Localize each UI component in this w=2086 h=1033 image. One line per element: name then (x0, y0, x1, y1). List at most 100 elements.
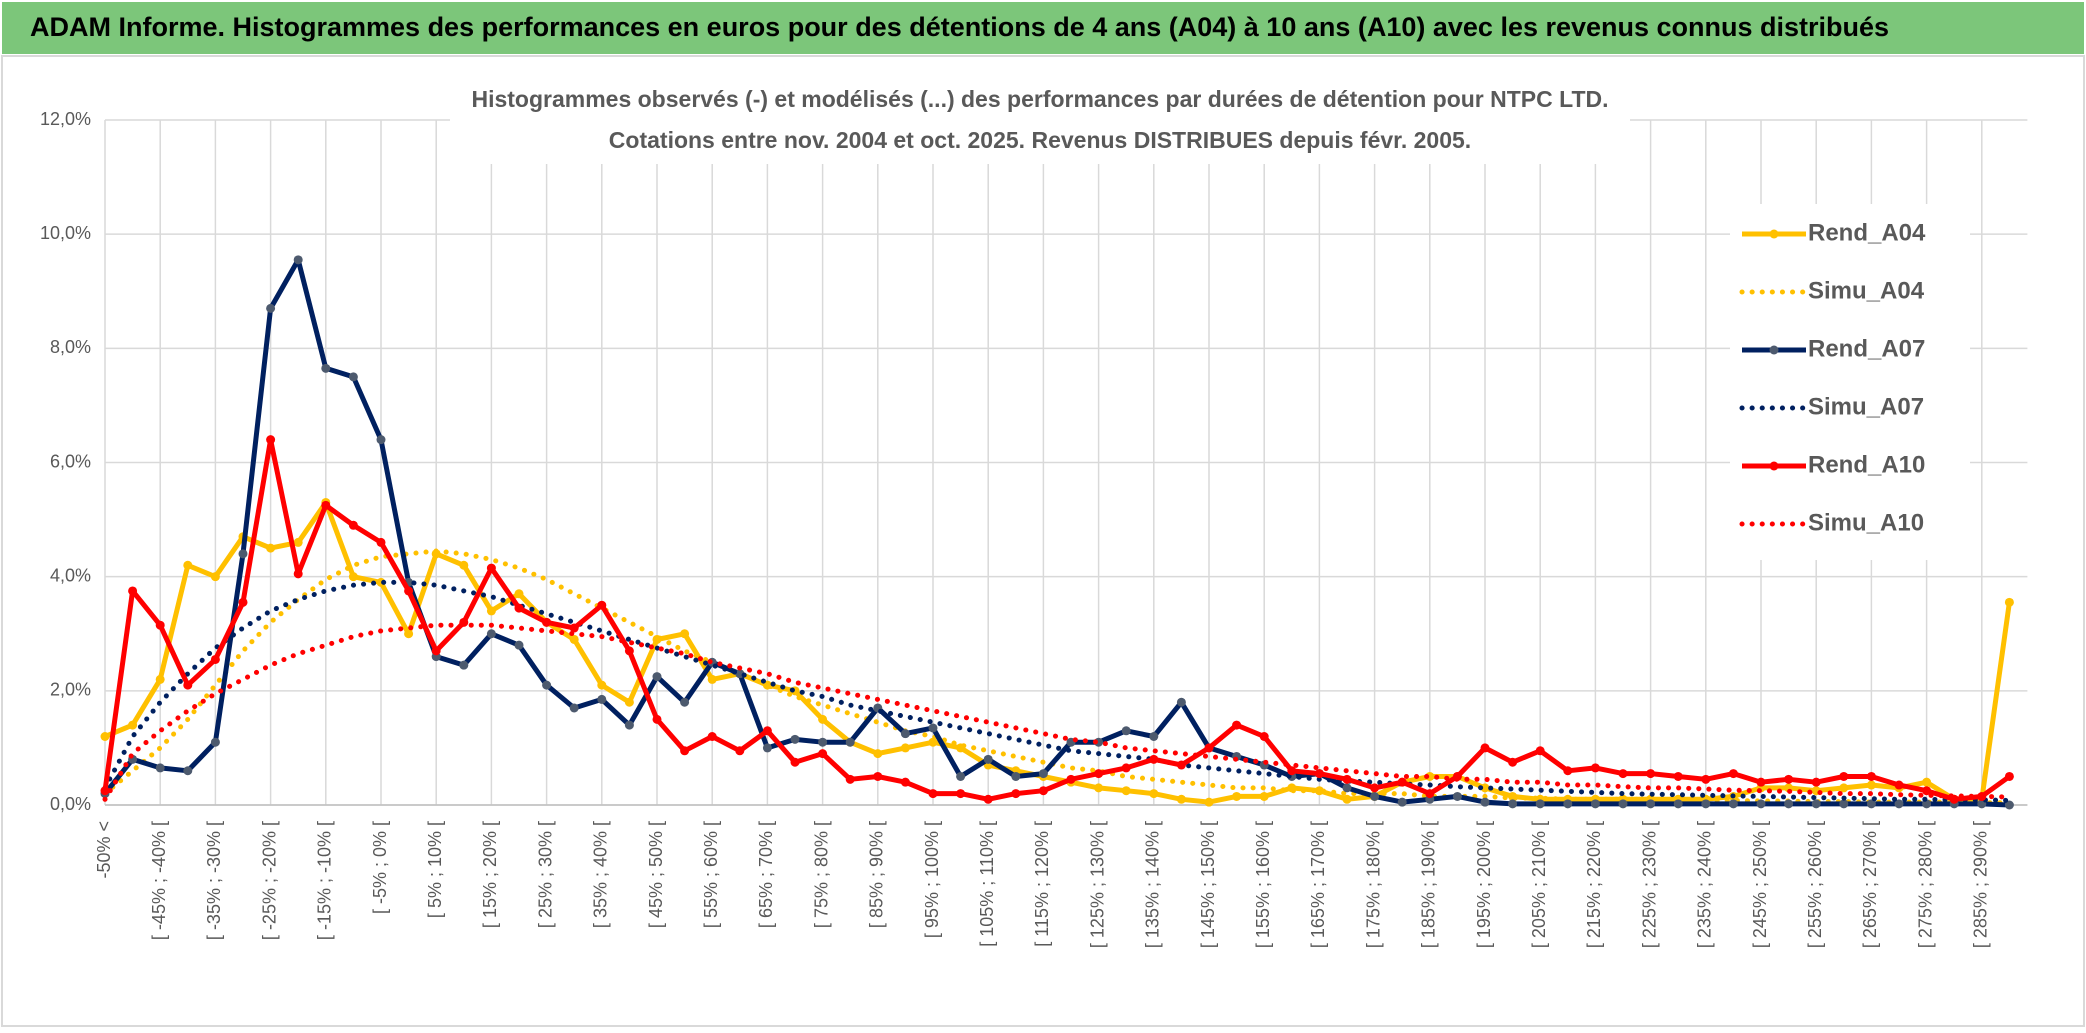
point (1232, 720, 1242, 730)
point (155, 763, 165, 773)
point (1646, 769, 1656, 779)
point (1728, 799, 1738, 809)
point (348, 372, 358, 382)
x-tick-label: [ 55% ; 60% [ (701, 821, 721, 928)
point (1176, 760, 1186, 770)
x-tick-label: [ 155% ; 160% [ (1253, 821, 1273, 948)
series-line (102, 622, 2012, 802)
point (680, 697, 690, 707)
point (1038, 769, 1048, 779)
x-tick-label: [ 15% ; 20% [ (480, 821, 500, 928)
point (431, 646, 441, 656)
x-tick-label: [ 135% ; 140% [ (1143, 821, 1163, 948)
point (266, 435, 276, 445)
point (624, 720, 634, 730)
x-tick-label: [ -5% ; 0% [ (370, 821, 390, 914)
point (1894, 799, 1904, 809)
point (735, 746, 745, 756)
point (514, 640, 524, 650)
point (1370, 783, 1380, 793)
point (845, 774, 855, 784)
point (1397, 797, 1407, 807)
series-line (104, 500, 2012, 805)
point (1287, 766, 1297, 776)
point (1149, 732, 1159, 741)
point (1728, 769, 1738, 779)
point (404, 629, 414, 639)
point (873, 749, 883, 759)
point (928, 789, 938, 799)
point (542, 617, 552, 627)
x-tick-label: [ 225% ; 230% [ (1639, 821, 1659, 948)
x-tick-label: [ 195% ; 200% [ (1474, 821, 1494, 948)
point (514, 603, 524, 613)
point (1563, 799, 1573, 809)
point (1176, 794, 1186, 804)
point (128, 720, 138, 730)
point (790, 734, 800, 744)
point (1425, 789, 1435, 799)
point (1618, 769, 1628, 779)
title-background (450, 80, 1630, 164)
y-tick-label: 4,0% (50, 565, 91, 585)
legend-label: Rend_A04 (1808, 219, 1926, 246)
point (1342, 783, 1352, 793)
point (1673, 799, 1683, 809)
x-tick-label: [ 35% ; 40% [ (591, 821, 611, 928)
x-tick-label: [ -45% ; -40% [ (149, 821, 169, 940)
point (1535, 746, 1545, 756)
point (1673, 771, 1683, 781)
point (404, 586, 414, 596)
point (1590, 799, 1600, 809)
point (155, 674, 165, 684)
point (376, 435, 386, 445)
point (321, 500, 331, 510)
point (210, 654, 220, 664)
y-tick-label: 2,0% (50, 680, 91, 700)
point (1756, 777, 1766, 787)
point (900, 777, 910, 787)
point (652, 714, 662, 724)
point (1066, 774, 1076, 784)
point (900, 729, 910, 739)
point (624, 646, 634, 656)
point (1397, 777, 1407, 787)
point (597, 600, 607, 610)
point (183, 560, 193, 570)
point (1866, 799, 1876, 809)
x-tick-label: [ 245% ; 250% [ (1750, 821, 1770, 948)
point (1563, 766, 1573, 776)
legend-marker (1769, 229, 1779, 239)
point (569, 703, 579, 713)
point (956, 789, 966, 799)
banner-title: ADAM Informe. Histogrammes des performan… (30, 12, 1889, 42)
point (321, 363, 331, 373)
x-tick-label: [ 205% ; 210% [ (1529, 821, 1549, 948)
point (1314, 786, 1324, 796)
point (762, 726, 772, 736)
point (1866, 780, 1876, 790)
point (624, 697, 634, 707)
point (900, 743, 910, 753)
point (1811, 799, 1821, 809)
legend-marker (1769, 461, 1779, 471)
chart-border (1, 55, 2085, 1027)
point (376, 537, 386, 547)
legend-marker (1769, 345, 1779, 355)
point (1756, 799, 1766, 809)
point (1618, 799, 1628, 809)
point (1480, 743, 1490, 753)
x-tick-label: [ 105% ; 110% [ (977, 821, 997, 947)
point (597, 694, 607, 704)
y-tick-label: 0,0% (50, 794, 91, 814)
point (238, 549, 248, 559)
x-tick-label: [ 145% ; 150% [ (1198, 821, 1218, 948)
y-tick-label: 8,0% (50, 337, 91, 357)
point (1922, 786, 1932, 796)
point (818, 737, 828, 747)
point (293, 569, 303, 579)
point (983, 754, 993, 764)
y-tick-label: 12,0% (40, 109, 91, 129)
x-tick-label: [ -15% ; -10% [ (315, 821, 335, 940)
